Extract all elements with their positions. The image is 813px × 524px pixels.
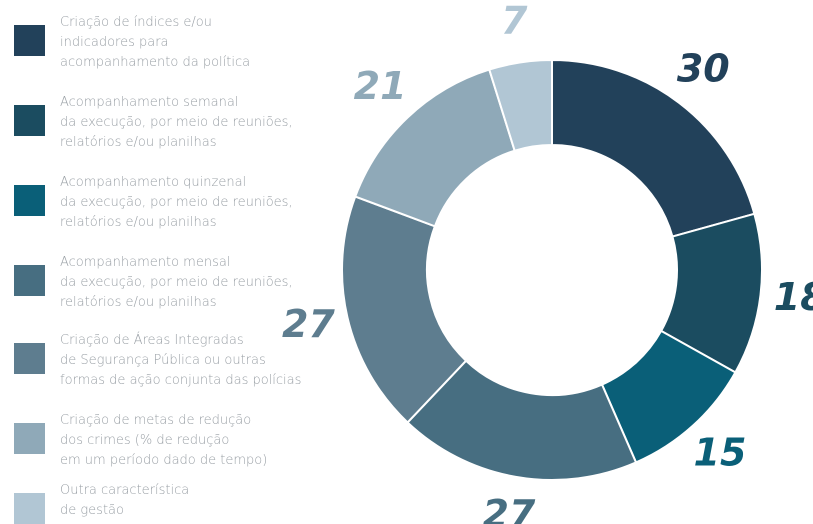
value-label: 21 (354, 64, 407, 108)
donut-segment (488, 58, 553, 152)
legend-label: Criação de Áreas Integradas de Segurança… (60, 333, 302, 388)
legend-label: Criação de metas de redução dos crimes (… (60, 413, 268, 468)
donut-segment (551, 58, 756, 238)
legend-label: Outra característica de gestão (60, 483, 190, 518)
legend-swatch (14, 493, 45, 524)
legend-swatch (14, 343, 45, 374)
legend-swatch (14, 265, 45, 296)
legend-label: Acompanhamento quinzenal da execução, po… (60, 175, 293, 230)
value-label: 30 (677, 46, 730, 90)
value-label: 18 (774, 275, 813, 319)
legend-label: Acompanhamento semanal da execução, por … (60, 95, 293, 150)
value-label: 27 (282, 302, 335, 346)
legend-swatch (14, 185, 45, 216)
legend-swatch (14, 105, 45, 136)
donut-segment (341, 195, 468, 424)
legend-label: Criação de índices e/ou indicadores para… (60, 15, 251, 70)
legend-swatch (14, 25, 45, 56)
donut-segment (406, 359, 638, 481)
value-label: 7 (501, 0, 528, 42)
value-label: 27 (482, 492, 535, 524)
value-label: 15 (694, 431, 747, 475)
legend-label: Acompanhamento mensal da execução, por m… (60, 255, 293, 310)
legend-swatch (14, 423, 45, 454)
